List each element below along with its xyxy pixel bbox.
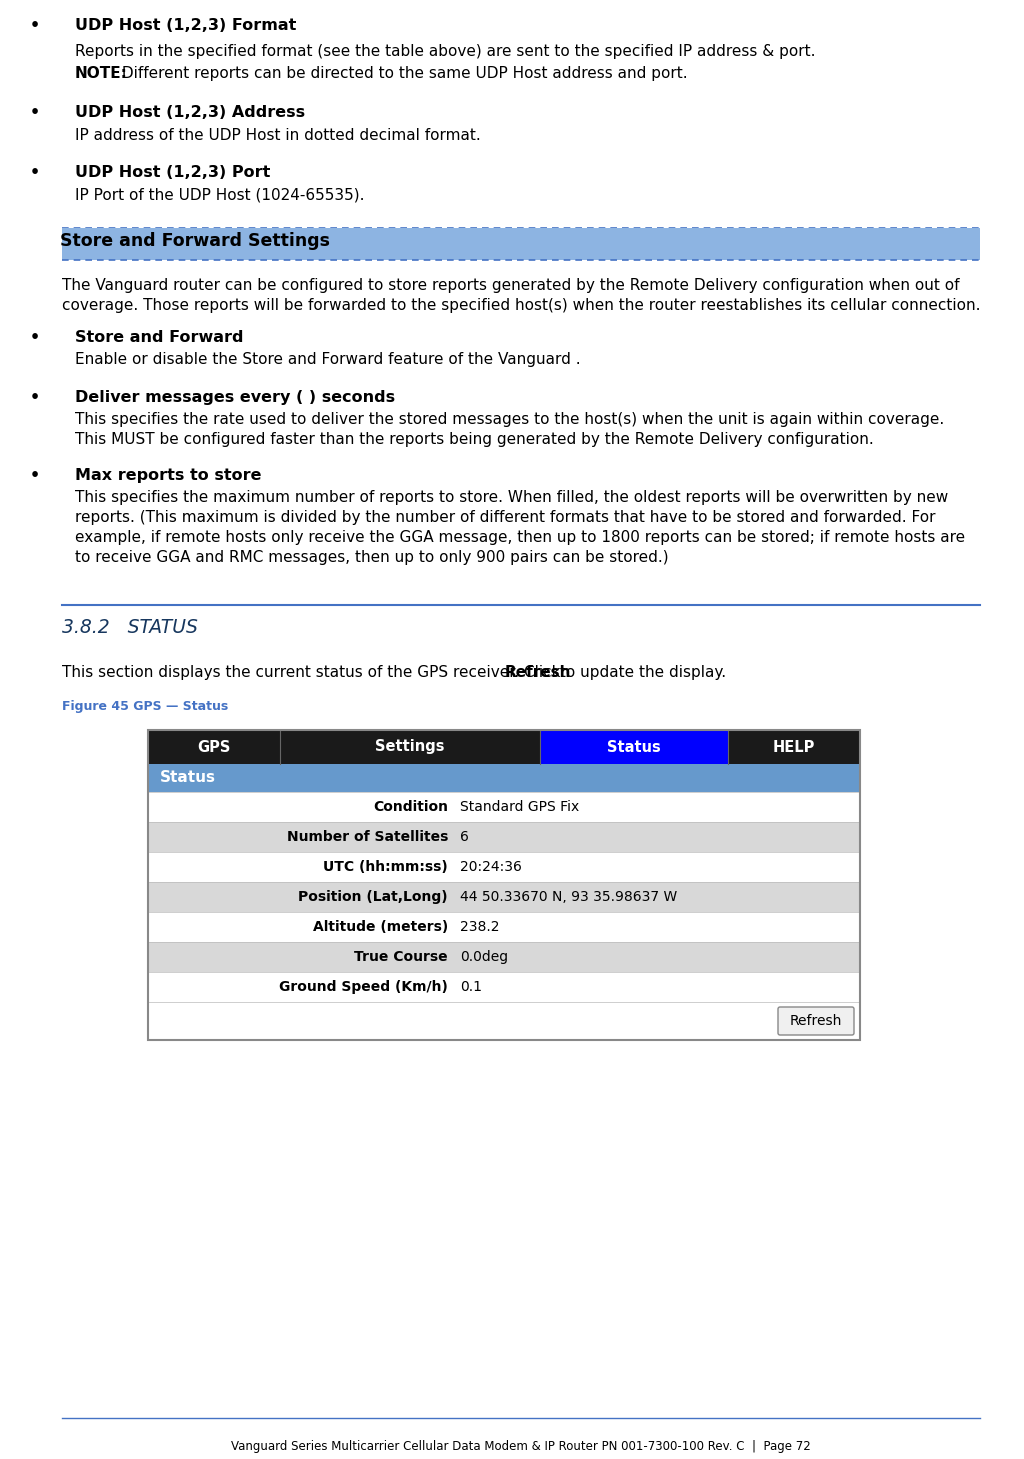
Bar [148,912,860,943]
Text: Store and Forward Settings: Store and Forward Settings [60,232,330,249]
Text: Deliver messages every ( ) seconds: Deliver messages every ( ) seconds [75,390,395,406]
Text: •: • [30,18,40,34]
Bar [148,765,860,792]
Text: True Course: True Course [354,950,449,964]
Text: Settings: Settings [375,740,444,754]
Bar [280,730,540,765]
Text: Different reports can be directed to the same UDP Host address and port.: Different reports can be directed to the… [117,66,688,82]
Text: •: • [30,330,40,344]
Text: HELP: HELP [773,740,815,754]
Text: The Vanguard router can be configured to store reports generated by the Remote D: The Vanguard router can be configured to… [62,279,959,293]
Bar [148,883,860,912]
Bar [148,730,860,765]
Bar [62,228,980,260]
Bar [540,730,728,765]
Text: 3.8.2   STATUS: 3.8.2 STATUS [62,619,198,638]
Text: This MUST be configured faster than the reports being generated by the Remote De: This MUST be configured faster than the … [75,432,873,446]
Bar [148,943,860,972]
Text: Vanguard Series Multicarrier Cellular Data Modem & IP Router PN 001-7300-100 Rev: Vanguard Series Multicarrier Cellular Da… [231,1440,811,1453]
Text: to update the display.: to update the display. [555,665,726,680]
Text: 44 50.33670 N, 93 35.98637 W: 44 50.33670 N, 93 35.98637 W [460,890,677,905]
Text: UDP Host (1,2,3) Format: UDP Host (1,2,3) Format [75,18,296,34]
Text: Standard GPS Fix: Standard GPS Fix [460,800,580,814]
Text: Ground Speed (Km/h): Ground Speed (Km/h) [280,980,449,994]
Text: •: • [30,165,40,179]
Bar [148,730,860,1040]
Text: 6: 6 [460,830,469,843]
Text: Store and Forward: Store and Forward [75,330,244,344]
Text: IP Port of the UDP Host (1024-65535).: IP Port of the UDP Host (1024-65535). [75,188,365,203]
Text: This specifies the rate used to deliver the stored messages to the host(s) when : This specifies the rate used to deliver … [75,411,944,427]
Text: 20:24:36: 20:24:36 [460,859,522,874]
Text: Figure 45 GPS — Status: Figure 45 GPS — Status [62,700,228,713]
Text: Status: Status [160,770,216,785]
Bar [148,821,860,852]
Text: Max reports to store: Max reports to store [75,468,261,483]
Text: 238.2: 238.2 [460,921,500,934]
Text: This section displays the current status of the GPS receiver. Click: This section displays the current status… [62,665,565,680]
Text: •: • [30,468,40,483]
Text: •: • [30,105,40,120]
Bar [148,792,860,821]
Text: NOTE:: NOTE: [75,66,128,82]
Bar [148,1002,860,1040]
Text: example, if remote hosts only receive the GGA message, then up to 1800 reports c: example, if remote hosts only receive th… [75,530,966,546]
Text: to receive GGA and RMC messages, then up to only 900 pairs can be stored.): to receive GGA and RMC messages, then up… [75,550,669,565]
Bar [148,852,860,883]
Text: Refresh: Refresh [790,1014,842,1029]
Text: Number of Satellites: Number of Satellites [287,830,449,843]
Text: This specifies the maximum number of reports to store. When filled, the oldest r: This specifies the maximum number of rep… [75,490,948,505]
Text: Refresh: Refresh [505,665,571,680]
Text: IP address of the UDP Host in dotted decimal format.: IP address of the UDP Host in dotted dec… [75,128,480,143]
Text: Enable or disable the Store and Forward feature of the Vanguard .: Enable or disable the Store and Forward … [75,352,581,368]
Text: •: • [30,390,40,406]
Text: reports. (This maximum is divided by the number of different formats that have t: reports. (This maximum is divided by the… [75,511,936,525]
Bar [728,730,860,765]
Text: GPS: GPS [198,740,230,754]
Text: 0.0deg: 0.0deg [460,950,508,964]
Bar [148,972,860,1002]
Text: Position (Lat,Long): Position (Lat,Long) [298,890,449,905]
Text: Altitude (meters): Altitude (meters) [312,921,449,934]
Text: coverage. Those reports will be forwarded to the specified host(s) when the rout: coverage. Those reports will be forwarde… [62,298,981,314]
Text: UTC (hh:mm:ss): UTC (hh:mm:ss) [324,859,449,874]
Text: UDP Host (1,2,3) Address: UDP Host (1,2,3) Address [75,105,305,120]
Text: Status: Status [607,740,660,754]
Text: Condition: Condition [373,800,449,814]
FancyBboxPatch shape [778,1007,854,1034]
Text: 0.1: 0.1 [460,980,482,994]
Bar [148,730,280,765]
Text: Reports in the specified format (see the table above) are sent to the specified : Reports in the specified format (see the… [75,44,815,58]
Text: UDP Host (1,2,3) Port: UDP Host (1,2,3) Port [75,165,270,179]
